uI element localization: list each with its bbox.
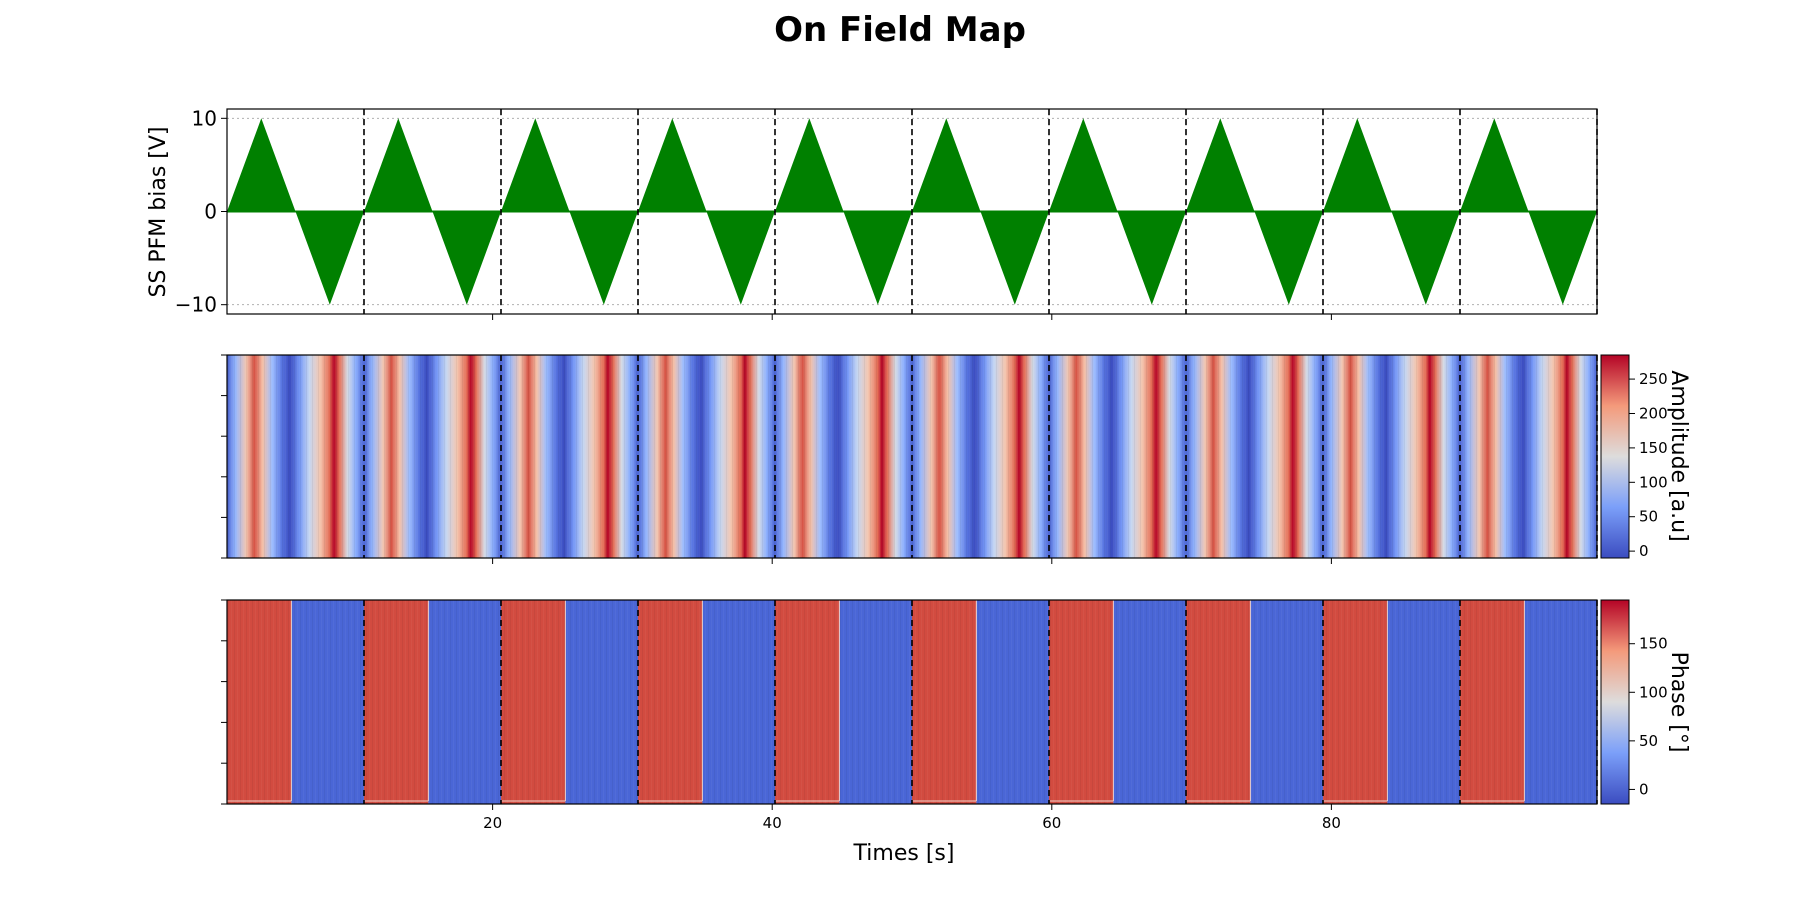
amplitude-colorbar-tick-label: 0 (1639, 542, 1649, 560)
amplitude-texture (912, 355, 1049, 558)
amplitude-colorbar-tick-label: 100 (1639, 473, 1668, 491)
phase-heatmap (227, 600, 1597, 804)
bias-waveform (227, 118, 1597, 305)
bias-y-tick-label: 0 (204, 200, 217, 224)
amplitude-colorbar-ticks: 0 50 100 150 200 250 (1629, 370, 1668, 560)
phase-y-ticks (221, 599, 227, 805)
amplitude-colorbar-tick-label: 50 (1639, 508, 1658, 526)
amplitude-texture (1186, 355, 1323, 558)
phase-texture (775, 600, 912, 804)
phase-x-ticks: 20 40 60 80 (483, 804, 1341, 832)
phase-texture (1323, 600, 1460, 804)
amplitude-texture (638, 355, 775, 558)
phase-colorbar-label: Phase [°] (1666, 652, 1691, 753)
phase-texture (227, 600, 364, 804)
amplitude-colorbar-tick-label: 200 (1639, 404, 1668, 422)
phase-texture (1460, 600, 1597, 804)
bias-y-tick-label: −10 (175, 293, 217, 317)
bias-y-tick-label: 10 (192, 106, 217, 130)
phase-panel: 0 50 100 150 Phase [°] 20 40 60 80 Times [s] (221, 599, 1691, 866)
phase-texture (1049, 600, 1186, 804)
amplitude-colorbar-tick-label: 250 (1639, 370, 1668, 388)
phase-texture (638, 600, 775, 804)
amplitude-colorbar-label: Amplitude [a.u] (1666, 370, 1691, 541)
phase-x-tick-label: 20 (483, 814, 502, 832)
amplitude-texture (1049, 355, 1186, 558)
phase-colorbar-tick-label: 100 (1639, 683, 1668, 701)
bias-y-axis-label: SS PFM bias [V] (146, 126, 171, 297)
phase-colorbar (1600, 599, 1630, 805)
amplitude-heatmap (227, 355, 1597, 558)
phase-texture (1186, 600, 1323, 804)
phase-x-tick-label: 80 (1322, 814, 1341, 832)
amplitude-texture (1323, 355, 1460, 558)
amplitude-texture (1460, 355, 1597, 558)
phase-texture (912, 600, 1049, 804)
phase-texture (364, 600, 501, 804)
amplitude-texture (364, 355, 501, 558)
chart-title: On Field Map (774, 10, 1026, 50)
phase-colorbar-tick-label: 0 (1639, 780, 1649, 798)
amplitude-axes-frame (226, 354, 1598, 559)
phase-x-tick-label: 60 (1042, 814, 1061, 832)
x-axis-label: Times [s] (853, 841, 955, 866)
phase-colorbar-tick-label: 50 (1639, 732, 1658, 750)
amplitude-texture (501, 355, 638, 558)
amplitude-y-ticks (221, 354, 1332, 564)
phase-colorbar-ticks: 0 50 100 150 (1629, 635, 1668, 798)
amplitude-texture (227, 355, 364, 558)
amplitude-colorbar (1600, 354, 1630, 559)
phase-colorbar-tick-label: 150 (1639, 635, 1668, 653)
phase-texture (501, 600, 638, 804)
bias-panel: −10 0 10 SS PFM bias [V] (146, 106, 1598, 320)
amplitude-colorbar-tick-label: 150 (1639, 439, 1668, 457)
phase-axes-frame (226, 599, 1598, 805)
phase-x-tick-label: 40 (763, 814, 782, 832)
amplitude-texture (775, 355, 912, 558)
amplitude-panel: 0 50 100 150 200 250 Amplitude [a.u] (221, 354, 1691, 564)
bias-y-ticks: −10 0 10 (175, 106, 1332, 320)
